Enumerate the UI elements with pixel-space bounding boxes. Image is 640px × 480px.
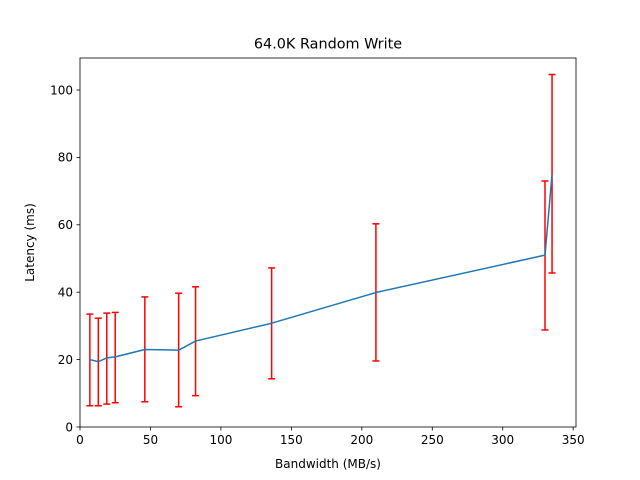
x-tick-label: 0 (76, 433, 84, 447)
x-axis-label: Bandwidth (MB/s) (275, 457, 381, 471)
y-axis: 0 20 40 60 80 100 (50, 83, 80, 434)
axes-frame (79, 57, 577, 428)
x-tick-label: 150 (280, 433, 303, 447)
y-axis-label: Latency (ms) (23, 203, 37, 282)
x-axis: 0 50 100 150 200 250 300 350 (76, 427, 585, 447)
x-tick-label: 350 (562, 433, 585, 447)
y-tick-label: 40 (58, 286, 73, 300)
plot-area (86, 73, 556, 408)
y-tick-label: 60 (58, 218, 73, 232)
x-tick-label: 250 (421, 433, 444, 447)
chart-title: 64.0K Random Write (254, 37, 402, 53)
x-tick-label: 300 (491, 433, 514, 447)
x-tick-label: 200 (350, 433, 373, 447)
error-bar (548, 73, 556, 274)
y-tick-label: 100 (50, 83, 73, 97)
y-tick-label: 80 (58, 151, 73, 165)
x-tick-label: 100 (209, 433, 232, 447)
y-tick-label: 20 (58, 353, 73, 367)
series-line (89, 174, 553, 363)
x-tick-label: 50 (143, 433, 158, 447)
y-tick-label: 0 (65, 420, 73, 434)
